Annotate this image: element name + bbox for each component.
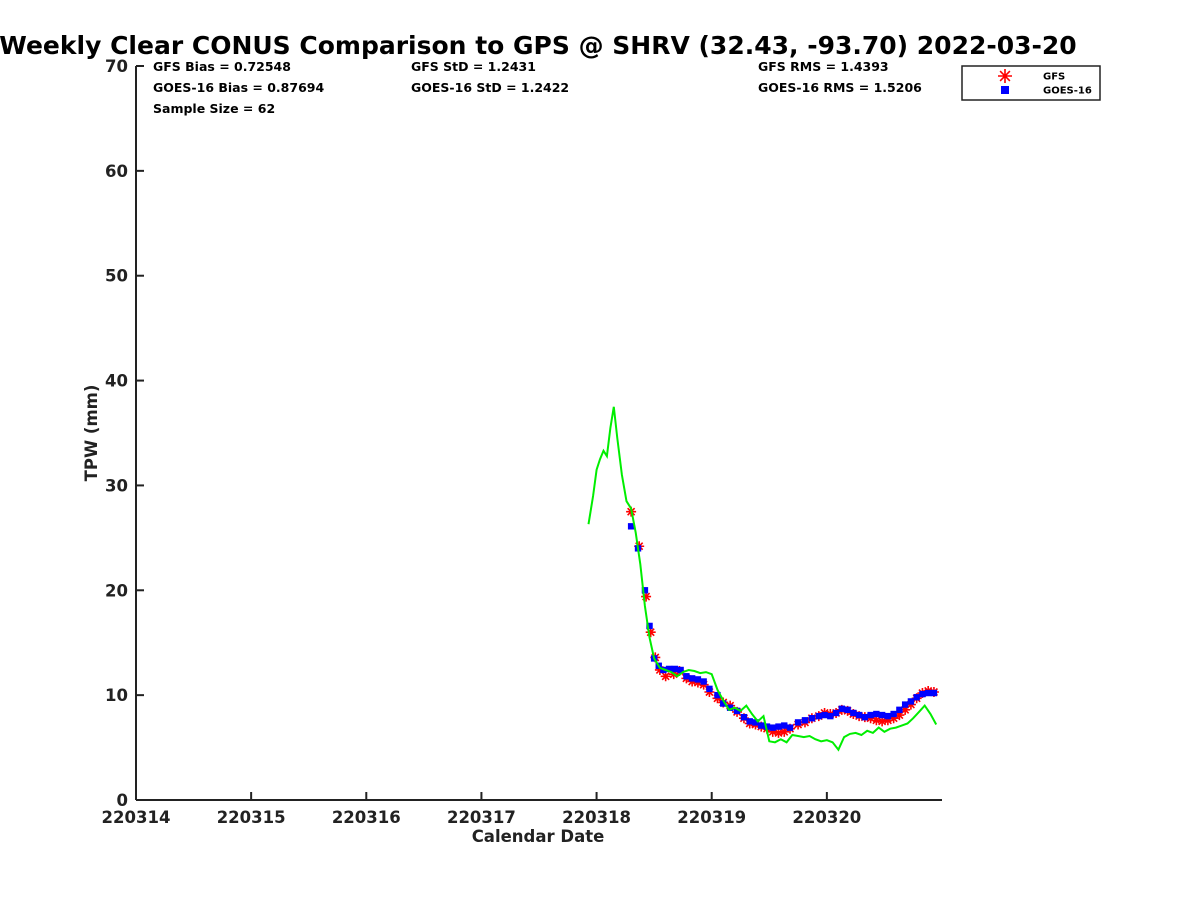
y-tick-label: 30 (105, 476, 128, 495)
goes-data-point (913, 694, 920, 701)
goes-data-point (706, 685, 713, 693)
legend-label: GOES-16 (1043, 86, 1092, 97)
goes-data-point (827, 712, 834, 720)
goes-data-point (878, 711, 886, 719)
gfs-data-point (888, 713, 899, 724)
gfs-data-point (645, 627, 656, 638)
gfs-data-point (894, 710, 905, 721)
gfs-data-point (779, 726, 790, 737)
gfs-data-point (654, 664, 665, 675)
goes-data-point (786, 724, 794, 731)
goes-data-point (832, 709, 840, 717)
chart-title: Weekly Clear CONUS Comparison to GPS @ S… (0, 31, 1077, 60)
gfs-data-point (660, 671, 671, 682)
reference-series (587, 406, 938, 752)
goes-data-point (758, 722, 765, 729)
gfs-data-point (871, 715, 882, 726)
goes-data-point (924, 689, 932, 697)
goes-data-point (683, 673, 690, 680)
x-tick-label: 220318 (562, 808, 631, 827)
gfs-data-point (767, 726, 778, 737)
stat-gfs-rms: GFS RMS = 1.4393 (758, 59, 889, 74)
goes-data-point (919, 690, 926, 698)
goes-data-point (901, 701, 909, 708)
goes-data-point (646, 622, 653, 630)
goes-data-point (775, 723, 782, 730)
goes-data-point (700, 678, 707, 685)
stat-goes-bias: GOES-16 Bias = 0.87694 (153, 80, 324, 95)
y-tick-label: 40 (105, 372, 128, 391)
goes-data-point (726, 704, 734, 711)
stat-goes-rms: GOES-16 RMS = 1.5206 (758, 80, 922, 95)
goes-data-point (781, 722, 788, 729)
x-tick-label: 220314 (102, 808, 171, 827)
gfs-series (626, 506, 939, 738)
y-tick-label: 60 (105, 162, 128, 181)
y-tick-label: 70 (105, 57, 128, 76)
y-tick-label: 10 (105, 686, 128, 705)
goes-data-point (733, 707, 741, 715)
goes-data-point (801, 717, 809, 724)
goes-data-point (815, 712, 822, 720)
goes-data-point (627, 523, 635, 530)
goes-data-point (907, 698, 915, 705)
y-tick-label: 50 (105, 267, 128, 286)
x-tick-label: 220319 (677, 808, 746, 827)
legend-label: GFS (1043, 72, 1065, 83)
y-tick-label: 0 (117, 791, 128, 810)
x-tick-label: 220320 (792, 808, 861, 827)
goes-data-point (752, 719, 759, 726)
goes-16-series (627, 523, 938, 731)
gfs-data-point (641, 591, 652, 602)
goes-data-point (714, 691, 721, 699)
gfs-data-point (877, 716, 888, 727)
goes-data-point (720, 700, 727, 707)
x-tick-label: 220315 (217, 808, 286, 827)
goes-data-point (769, 724, 776, 731)
goes-data-point (873, 710, 880, 718)
legend-gfs-marker (998, 69, 1012, 83)
goes-data-point (855, 711, 863, 719)
plot-area (587, 406, 939, 752)
goes-data-point (665, 665, 673, 673)
goes-data-point (821, 711, 828, 719)
x-axis-label: Calendar Date (472, 827, 605, 846)
goes-data-point (794, 719, 802, 726)
goes-data-point (746, 718, 753, 725)
goes-data-point (677, 666, 684, 674)
gfs-data-point (773, 727, 784, 738)
x-tick-label: 220316 (332, 808, 401, 827)
gfs-data-point (882, 715, 893, 726)
goes-data-point (930, 689, 938, 697)
legend: GFS GOES-16 (961, 65, 1101, 101)
goes-data-point (740, 713, 748, 721)
goes-data-point (808, 715, 816, 722)
goes-data-point (688, 675, 696, 682)
goes-data-point (844, 706, 851, 714)
stat-goes-std: GOES-16 StD = 1.2422 (411, 80, 569, 95)
y-axis-label: TPW (mm) (82, 385, 101, 482)
goes-data-point (861, 713, 869, 721)
goes-data-point (671, 665, 679, 673)
goes-data-point (896, 706, 903, 714)
goes-data-point (641, 587, 649, 594)
goes-data-point (763, 723, 771, 730)
stat-gfs-bias: GFS Bias = 0.72548 (153, 59, 291, 74)
chart-axes: 0 10 20 30 40 50 60 70 220314 220315 220316 220317 2… (102, 57, 942, 827)
stat-sample-size: Sample Size = 62 (153, 101, 275, 116)
goes-data-point (890, 710, 897, 718)
goes-data-point (884, 712, 892, 720)
legend-box (961, 65, 1101, 101)
gps-series-line (587, 406, 938, 752)
y-tick-label: 20 (105, 581, 128, 600)
stat-gfs-std: GFS StD = 1.2431 (411, 59, 536, 74)
goes-data-point (867, 711, 874, 719)
gfs-data-point (900, 704, 911, 715)
legend-goes-marker (1001, 86, 1009, 94)
goes-data-point (694, 676, 702, 683)
goes-data-point (850, 709, 857, 717)
x-tick-label: 220317 (447, 808, 516, 827)
goes-data-point (838, 705, 846, 712)
